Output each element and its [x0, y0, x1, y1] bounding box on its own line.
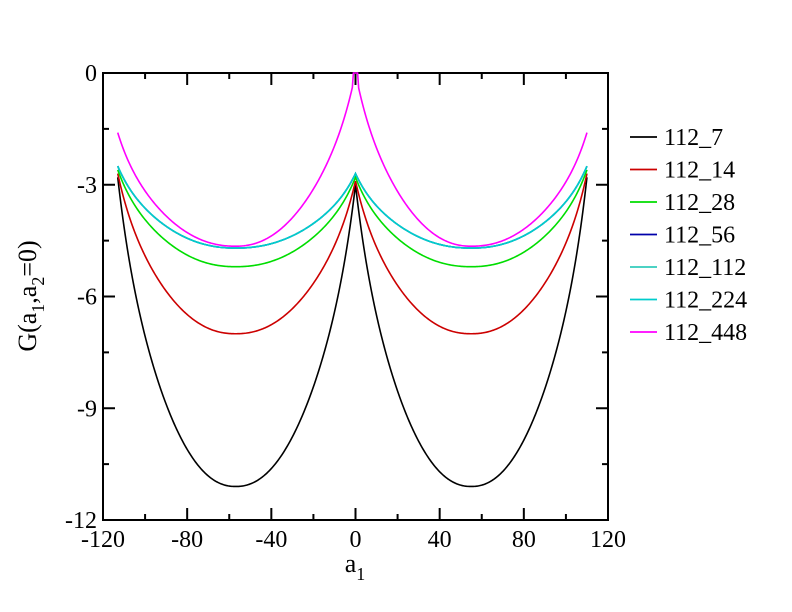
- legend-label: 112_448: [664, 320, 747, 346]
- x-axis-label: a1: [345, 549, 366, 584]
- x-tick-label: 80: [512, 527, 536, 553]
- x-tick-label: -80: [171, 527, 203, 553]
- plot-area: [102, 72, 609, 521]
- y-tick-label: 0: [85, 61, 97, 87]
- y-tick-label: -6: [77, 285, 97, 311]
- series-line-112_14: [116, 173, 588, 335]
- x-tick-label: -120: [81, 527, 125, 553]
- legend-label: 112_14: [664, 158, 735, 184]
- legend-label: 112_7: [664, 125, 723, 151]
- y-tick-label: -3: [77, 173, 97, 199]
- x-tick-label: 120: [590, 527, 626, 553]
- series-line-112_7: [116, 177, 588, 488]
- series-line-112_224: [116, 165, 588, 249]
- plot-frame: [102, 72, 609, 521]
- y-tick-label: -9: [77, 396, 97, 422]
- legend-label: 112_224: [664, 288, 747, 314]
- legend-label: 112_56: [664, 223, 735, 249]
- y-axis-label: G(a1,a2=0): [13, 240, 48, 351]
- axis-ticks: -120 -80 -40 0 40 80 120 0 -3 -6 -9 -12: [65, 61, 626, 553]
- series-lines: [116, 72, 588, 488]
- y-tick-label: -12: [65, 508, 97, 534]
- x-tick-label: -40: [255, 527, 287, 553]
- x-tick-label: 40: [428, 527, 452, 553]
- x-tick-label: 0: [350, 527, 362, 553]
- legend-label: 112_112: [664, 255, 746, 281]
- series-line-112_448: [116, 72, 588, 248]
- legend: 112_7 112_14 112_28 112_56 112_112 112_224 112…: [630, 125, 747, 346]
- series-line-112_28: [116, 169, 588, 268]
- legend-label: 112_28: [664, 190, 735, 216]
